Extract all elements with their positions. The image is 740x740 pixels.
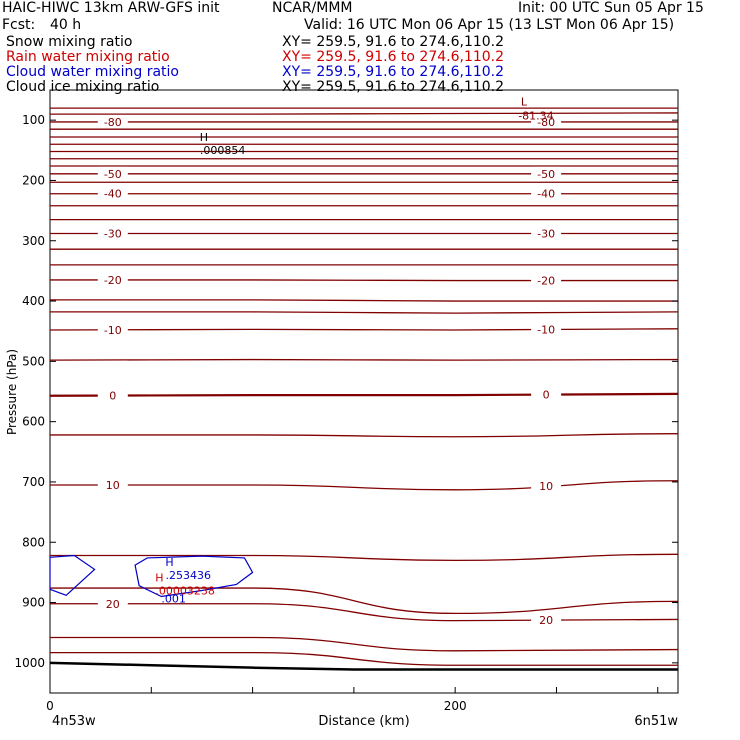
temperature-contour [50, 603, 679, 622]
endpoint-left: 4n53w [52, 714, 96, 729]
temperature-contour [49, 311, 679, 314]
temperature-contour [50, 433, 679, 438]
y-tick-label: 900 [22, 596, 45, 610]
temperature-contour [50, 299, 678, 302]
contour-label-bg [531, 226, 562, 241]
cloud-water-contour [134, 555, 254, 598]
plot-frame [49, 89, 679, 694]
field-rain-name: Rain water mixing ratio [6, 49, 170, 65]
extremum-letter: L [521, 96, 528, 109]
contour-label: -50 [104, 168, 122, 181]
contour-label-bg [531, 387, 562, 402]
fcst-value: 40 h [50, 17, 82, 33]
contour-label-bg [531, 322, 562, 337]
contour-label-bg [97, 186, 128, 201]
y-tick-label: 1000 [14, 656, 45, 670]
contour-label: 10 [539, 480, 553, 493]
contour-label: 20 [106, 598, 120, 611]
x-tick-label: 200 [444, 699, 467, 713]
cloud-water-contours: .001 [49, 554, 254, 606]
contour-label-bg [97, 272, 128, 287]
temperature-contour [49, 480, 679, 491]
temperature-contour [49, 392, 679, 397]
contour-label: -20 [104, 274, 122, 287]
contour-label: 10 [106, 479, 120, 492]
contour-label-bg [531, 273, 562, 288]
contour-label-bg [531, 114, 562, 129]
contour-label: -40 [537, 188, 555, 201]
x-axis-title: Distance (km) [318, 714, 409, 729]
contour-label-bg [97, 477, 128, 492]
terrain-surface [49, 661, 678, 671]
contour-label: -40 [104, 188, 122, 201]
temperature-contour [49, 328, 679, 331]
y-tick-label: 300 [22, 234, 45, 248]
field-snow-name: Snow mixing ratio [6, 34, 133, 50]
init-time: Init: 00 UTC Sun 05 Apr 15 [518, 0, 704, 16]
contour-label-bg [97, 226, 128, 241]
y-tick-label: 500 [22, 354, 45, 368]
temperature-contour [50, 112, 679, 115]
y-tick-label: 800 [22, 535, 45, 549]
extremum-value: .00003238 [155, 584, 215, 597]
y-tick-label: 200 [22, 173, 45, 187]
contour-label-bg [531, 186, 562, 201]
temperature-contours: -80 -80 -50 -50 -40 -40 -30 -30 -20 -20 -10 -10 0 0 10… [49, 107, 679, 666]
extremum-value: .253436 [165, 569, 211, 582]
y-tick-label: 100 [22, 113, 45, 127]
temperature-contour [49, 587, 679, 615]
contour-label-bg [97, 596, 128, 611]
model-title: HAIC-HIWC 13km ARW-GFS init [2, 0, 220, 16]
contour-label: 0 [543, 389, 550, 402]
y-axis-title: Pressure (hPa) [5, 349, 19, 435]
contour-label: -10 [104, 324, 122, 337]
contour-label: -50 [537, 168, 555, 181]
extremum-letter: H [165, 556, 173, 569]
contour-label: -30 [104, 228, 122, 241]
terrain-line [49, 661, 678, 671]
temperature-contour [49, 358, 679, 361]
contour-label: -10 [537, 324, 555, 337]
field-cloudice-name: Cloud ice mixing ratio [6, 79, 160, 95]
contour-label-bg [97, 166, 128, 181]
y-tick-label: 600 [22, 415, 45, 429]
contour-label: 0 [109, 390, 116, 403]
contour-label-bg [531, 613, 562, 628]
temperature-contour [50, 553, 679, 561]
contour-label: 20 [539, 614, 553, 627]
endpoint-right: 6n51w [634, 714, 678, 729]
field-cloudwater-name: Cloud water mixing ratio [6, 64, 179, 80]
contour-label: -30 [537, 228, 555, 241]
fcst-label: Fcst: [2, 17, 36, 33]
contour-label: -20 [537, 275, 555, 288]
x-tick-label: 0 [46, 699, 54, 713]
contour-label-bg [531, 166, 562, 181]
contour-label-bg [97, 114, 128, 129]
contour-label: -80 [104, 116, 122, 129]
field-cloudwater-xy: XY= 259.5, 91.6 to 274.6,110.2 [282, 64, 505, 80]
y-tick-label: 700 [22, 475, 45, 489]
y-tick-label: 400 [22, 294, 45, 308]
extremum-letter: H [155, 571, 163, 584]
contour-label-bg [97, 388, 128, 403]
contour-label-bg [531, 479, 562, 494]
field-snow-xy: XY= 259.5, 91.6 to 274.6,110.2 [282, 34, 505, 50]
field-cloudice-xy: XY= 259.5, 91.6 to 274.6,110.2 [282, 79, 505, 95]
field-rain-xy: XY= 259.5, 91.6 to 274.6,110.2 [282, 49, 505, 65]
contour-label: -80 [537, 116, 555, 129]
extremum-value: -81.34 [518, 110, 553, 123]
center-label: NCAR/MMM [272, 0, 353, 16]
extremum-value: .000854 [200, 144, 246, 157]
extremum-letter: H [200, 131, 208, 144]
cloud-water-label: .001 [161, 593, 186, 606]
cloud-water-contour [49, 554, 96, 597]
valid-time: Valid: 16 UTC Mon 06 Apr 15 (13 LST Mon … [304, 17, 675, 33]
temperature-contour [50, 279, 678, 282]
contour-label-bg [97, 322, 128, 337]
temperature-contour [50, 651, 678, 666]
temperature-contour [49, 636, 679, 652]
